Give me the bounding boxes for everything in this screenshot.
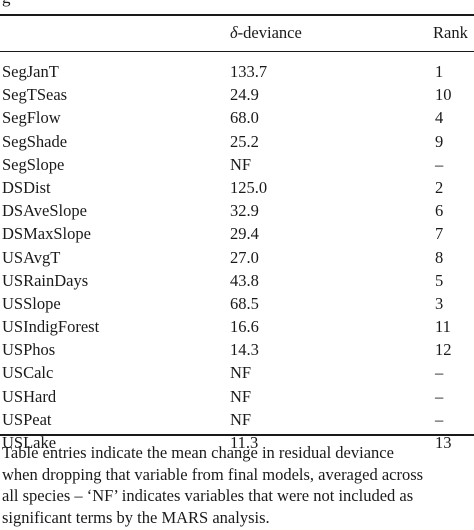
variable-cell: USSlope bbox=[2, 293, 61, 313]
deviance-cell: 16.6 bbox=[230, 317, 259, 337]
deviance-cell: NF bbox=[230, 363, 252, 383]
table-row: DSDist 125.0 2 bbox=[0, 176, 474, 199]
rank-cell: 5 bbox=[435, 270, 444, 290]
table-caption-fragment: g bbox=[2, 0, 11, 8]
table-row: SegShade 25.2 9 bbox=[0, 130, 474, 153]
table-row: SegJanT 133.7 1 bbox=[0, 60, 474, 83]
delta-symbol: δ bbox=[230, 23, 238, 42]
table-header-rule bbox=[0, 51, 474, 52]
variable-cell: DSDist bbox=[2, 177, 51, 197]
deviance-cell: NF bbox=[230, 409, 252, 429]
deviance-cell: 29.4 bbox=[230, 224, 259, 244]
variable-cell: USLake bbox=[2, 433, 57, 452]
variable-cell: USCalc bbox=[2, 363, 54, 383]
deviance-cell: 11.3 bbox=[230, 433, 259, 452]
deviance-cell: 32.9 bbox=[230, 201, 259, 221]
rank-cell: 13 bbox=[435, 433, 452, 452]
rank-cell: 12 bbox=[435, 340, 452, 360]
table-top-rule bbox=[0, 14, 474, 16]
table-row: USAvgT 27.0 8 bbox=[0, 246, 474, 269]
table-row: DSAveSlope 32.9 6 bbox=[0, 199, 474, 222]
table-footnote: Table entries indicate the mean change i… bbox=[2, 442, 474, 528]
variable-cell: USPeat bbox=[2, 409, 52, 429]
rank-cell: 2 bbox=[435, 177, 444, 197]
rank-cell: 10 bbox=[435, 85, 452, 105]
variable-cell: USAvgT bbox=[2, 247, 61, 267]
rank-cell: 7 bbox=[435, 224, 444, 244]
variable-cell: USHard bbox=[2, 386, 57, 406]
variable-cell: SegTSeas bbox=[2, 85, 68, 105]
table-row: USCalc NF – bbox=[0, 361, 474, 384]
variable-cell: SegShade bbox=[2, 131, 68, 151]
rank-cell: 9 bbox=[435, 131, 444, 151]
variable-cell: SegSlope bbox=[2, 154, 65, 174]
header-deviance-label: -deviance bbox=[237, 23, 302, 42]
variable-cell: SegFlow bbox=[2, 108, 61, 128]
deviance-cell: 133.7 bbox=[230, 62, 268, 81]
deviance-cell: 125.0 bbox=[230, 177, 268, 197]
table-bottom-rule bbox=[0, 434, 474, 436]
deviance-cell: 68.0 bbox=[230, 108, 259, 128]
table-row: SegSlope NF – bbox=[0, 153, 474, 176]
table-row: USPeat NF – bbox=[0, 408, 474, 431]
table-row: USPhos 14.3 12 bbox=[0, 338, 474, 361]
deviance-cell: NF bbox=[230, 386, 252, 406]
table-row: SegTSeas 24.9 10 bbox=[0, 83, 474, 106]
rank-cell: 4 bbox=[435, 108, 444, 128]
header-deviance: δ-deviance bbox=[230, 23, 302, 43]
deviance-cell: 14.3 bbox=[230, 340, 259, 360]
table-row: USRainDays 43.8 5 bbox=[0, 269, 474, 292]
footnote-line: when dropping that variable from final m… bbox=[2, 464, 424, 484]
variable-cell: DSAveSlope bbox=[2, 201, 87, 221]
rank-cell: – bbox=[435, 386, 444, 406]
rank-cell: – bbox=[435, 409, 444, 429]
rank-cell: 11 bbox=[435, 317, 451, 337]
deviance-cell: 68.5 bbox=[230, 293, 259, 313]
rank-cell: 1 bbox=[435, 62, 444, 81]
rank-cell: 3 bbox=[435, 293, 444, 313]
deviance-cell: NF bbox=[230, 154, 252, 174]
footnote-line: significant terms by the MARS analysis. bbox=[2, 507, 270, 527]
header-rank: Rank bbox=[433, 23, 468, 42]
rank-cell: – bbox=[435, 154, 444, 174]
table-row: SegFlow 68.0 4 bbox=[0, 106, 474, 129]
table-row: USIndigForest 16.6 11 bbox=[0, 315, 474, 338]
table-row: USLake 11.3 13 bbox=[0, 431, 474, 454]
variable-cell: USPhos bbox=[2, 340, 56, 360]
variable-cell: USIndigForest bbox=[2, 317, 100, 337]
variable-cell: USRainDays bbox=[2, 270, 89, 290]
deviance-cell: 27.0 bbox=[230, 247, 259, 267]
table-row: DSMaxSlope 29.4 7 bbox=[0, 222, 474, 245]
footnote-line: all species – ‘NF’ indicates variables t… bbox=[2, 486, 414, 505]
table-row: USHard NF – bbox=[0, 385, 474, 408]
variable-cell: SegJanT bbox=[2, 62, 59, 81]
rank-cell: 8 bbox=[435, 247, 444, 267]
variable-cell: DSMaxSlope bbox=[2, 224, 91, 244]
table-body: SegJanT 133.7 1 SegTSeas 24.9 10 SegFlow 68.0 4 S… bbox=[0, 60, 474, 454]
footnote-line: Table entries indicate the mean change i… bbox=[2, 443, 394, 462]
deviance-cell: 25.2 bbox=[230, 131, 259, 151]
rank-cell: – bbox=[435, 363, 444, 383]
deviance-cell: 43.8 bbox=[230, 270, 259, 290]
rank-cell: 6 bbox=[435, 201, 444, 221]
deviance-cell: 24.9 bbox=[230, 85, 259, 105]
table-row: USSlope 68.5 3 bbox=[0, 292, 474, 315]
